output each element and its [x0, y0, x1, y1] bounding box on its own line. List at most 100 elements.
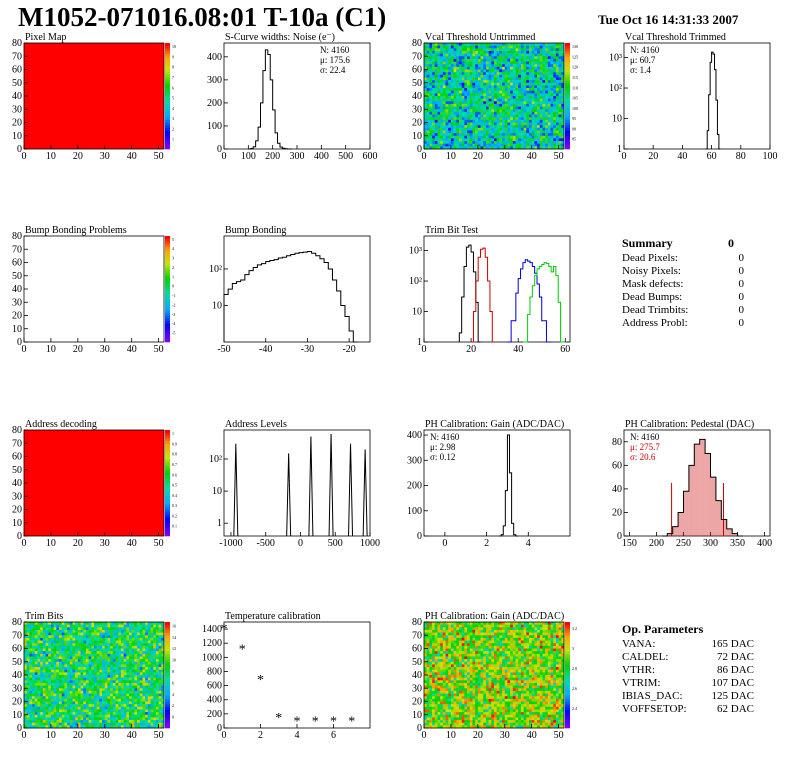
heatmap-cell [110, 709, 114, 713]
heatmap-cell [37, 720, 41, 723]
heatmap-cell [53, 722, 57, 726]
heatmap-cell [115, 643, 119, 647]
heatmap-cell [480, 106, 484, 110]
heatmap-cell [502, 50, 506, 54]
heatmap-cell [142, 725, 146, 729]
palette-step [165, 331, 170, 335]
heatmap-cell [529, 135, 532, 139]
heatmap-cell [107, 677, 111, 681]
heatmap-cell [161, 653, 165, 657]
heatmap-cell [50, 698, 54, 702]
heatmap-cell [545, 43, 549, 46]
heatmap-cell [83, 656, 87, 660]
heatmap-cell [48, 651, 52, 655]
heatmap-cell [494, 90, 497, 94]
heatmap-cell [42, 690, 46, 694]
heatmap-cell [26, 712, 30, 716]
palette-step [565, 69, 570, 73]
heatmap-cell [147, 648, 151, 652]
heatmap-cell [432, 64, 436, 68]
heatmap-cell [537, 130, 541, 134]
heatmap-cell [553, 127, 557, 131]
heatmap-cell [429, 648, 433, 652]
heatmap-cell [137, 632, 141, 636]
heatmap-cell [437, 146, 441, 150]
heatmap-cell [437, 101, 441, 105]
heatmap-cell [491, 85, 495, 89]
heatmap-cell [494, 133, 497, 137]
heatmap-cell [550, 77, 554, 81]
palette-step [565, 133, 570, 137]
palette-step [165, 56, 170, 60]
heatmap-cell [534, 133, 538, 137]
heatmap-cell [118, 648, 122, 652]
heatmap-cell [129, 693, 132, 697]
heatmap-cell [67, 704, 71, 708]
heatmap-cell [61, 653, 65, 657]
heatmap-cell [34, 653, 38, 657]
heatmap-cell [550, 69, 554, 73]
heatmap-cell [126, 704, 130, 708]
heatmap-cell [520, 135, 524, 139]
heatmap-cell [126, 672, 130, 676]
pedestal-bar [721, 519, 727, 536]
palette-step [165, 265, 170, 269]
heatmap-cell [131, 682, 135, 686]
heatmap-cell [161, 701, 165, 705]
heatmap-cell [426, 117, 430, 121]
heatmap-cell [475, 114, 479, 118]
heatmap-cell [499, 48, 503, 52]
heatmap-cell [512, 45, 516, 49]
heatmap-cell [83, 664, 87, 668]
heatmap-cell [537, 127, 541, 131]
heatmap-cell [91, 661, 95, 665]
palette-step [165, 440, 170, 444]
palette-tick-label: 14 [172, 635, 176, 640]
heatmap-cell [83, 693, 87, 697]
heatmap-cell [112, 698, 116, 702]
heatmap-cell [510, 45, 514, 49]
heatmap-cell [555, 146, 559, 150]
heatmap-cell [547, 50, 551, 54]
heatmap-cell [94, 720, 97, 723]
heatmap-cell [472, 45, 476, 49]
palette-tick-label: 16 [172, 623, 176, 628]
heatmap-cell [83, 661, 87, 665]
heatmap-cell [440, 56, 444, 60]
heatmap-cell [91, 712, 95, 716]
heatmap-cell [515, 127, 519, 131]
heatmap-cell [494, 146, 497, 150]
heatmap-cell [437, 90, 441, 94]
heatmap-cell [94, 682, 97, 686]
heatmap-cell [426, 640, 430, 644]
heatmap-cell [475, 93, 479, 97]
heatmap-cell [542, 130, 546, 134]
heatmap-cell [545, 58, 549, 62]
palette-tick-label: 130 [572, 44, 578, 49]
heatmap-cell [477, 109, 481, 113]
heatmap-cell [147, 675, 151, 678]
x-tick-label: 30 [100, 344, 110, 355]
heatmap-cell [553, 125, 557, 129]
heatmap-cell [461, 58, 465, 62]
heatmap-cell [48, 712, 52, 716]
heatmap-cell [561, 45, 565, 49]
heatmap-cell [547, 72, 551, 76]
heatmap-cell [526, 88, 530, 91]
heatmap-cell [137, 643, 141, 647]
heatmap-cell [137, 661, 141, 665]
heatmap-cell [504, 109, 508, 113]
heatmap-cell [426, 714, 430, 718]
heatmap-cell [424, 651, 427, 655]
heatmap-cell [147, 725, 151, 729]
palette-step [165, 143, 170, 147]
heatmap-cell [139, 648, 143, 652]
heatmap-cell [442, 72, 446, 76]
heatmap-cell [553, 143, 557, 147]
heatmap-cell [72, 629, 76, 633]
page-date: Tue Oct 16 14:31:33 2007 [598, 12, 739, 27]
heatmap-cell [75, 643, 79, 647]
x-tick-label: 30 [500, 151, 510, 162]
heatmap-cell [80, 637, 84, 641]
heatmap-cell [512, 117, 516, 121]
